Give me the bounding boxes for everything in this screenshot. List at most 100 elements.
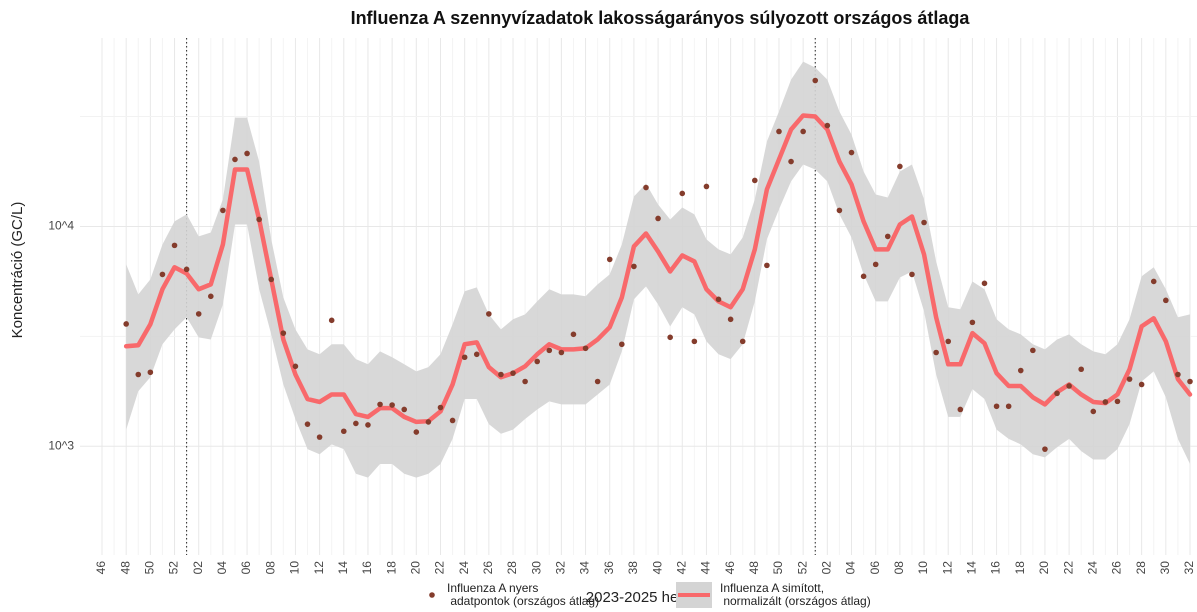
data-point (244, 150, 250, 157)
data-point (280, 330, 287, 336)
x-tick-label: 40 (650, 561, 664, 575)
data-point (425, 419, 432, 425)
data-point (437, 404, 444, 411)
x-tick-label: 06 (868, 561, 882, 575)
legend-label: Influenza A simított, normalizált (orszá… (720, 581, 871, 608)
data-point (256, 216, 262, 223)
data-point (377, 401, 383, 408)
y-tick-label: 10^4 (48, 219, 74, 233)
data-point (1163, 297, 1169, 304)
x-tick-label: 32 (554, 561, 568, 575)
x-tick-label: 52 (167, 561, 181, 575)
data-point (836, 207, 843, 214)
data-point (824, 122, 831, 129)
data-point (1114, 398, 1121, 405)
data-point (921, 219, 927, 226)
x-tick-label: 24 (457, 561, 471, 575)
legend-smooth: Influenza A simított, normalizált (orszá… (676, 582, 871, 608)
x-tick-label: 42 (674, 561, 688, 575)
legend-label: Influenza A nyers adatpontok (országos á… (447, 581, 600, 608)
data-point (486, 311, 492, 317)
x-tick-label: 30 (529, 561, 543, 575)
data-point (619, 341, 625, 348)
x-tick-label: 12 (940, 561, 954, 575)
data-point (1090, 408, 1097, 415)
data-point (268, 276, 275, 283)
x-tick-label: 24 (1085, 561, 1099, 575)
x-tick-label: 32 (1182, 561, 1196, 575)
x-tick-label: 36 (602, 561, 616, 575)
data-point (655, 215, 661, 222)
data-point (1175, 371, 1181, 378)
axes: 10^3 10^4 46 48 50 52 02 04 06 08 10 12 14 16 18 20 22 24… (48, 219, 1196, 575)
data-point (800, 128, 806, 135)
chart-title: Influenza A szennyvízadatok lakosságarán… (351, 8, 971, 28)
x-tick-label: 16 (989, 561, 1003, 575)
data-point (1005, 403, 1012, 410)
x-tick-label: 52 (795, 561, 809, 575)
data-point (195, 311, 202, 317)
data-point (957, 406, 964, 413)
data-point (860, 273, 867, 280)
data-point (1030, 347, 1036, 354)
data-point (594, 378, 601, 385)
data-point (220, 207, 226, 214)
legend-points: Influenza A nyers adatpontok (országos á… (425, 582, 599, 608)
x-tick-label: 14 (965, 561, 979, 575)
x-tick-label: 48 (118, 561, 132, 575)
x-tick-label: 04 (844, 561, 858, 575)
data-point (171, 242, 178, 249)
data-point (981, 280, 988, 287)
x-tick-label: 02 (191, 561, 205, 575)
x-axis-label: 2023-2025 hetei (586, 589, 694, 606)
data-point (123, 321, 129, 327)
data-point (328, 317, 335, 324)
x-tick-label: 28 (1134, 561, 1148, 575)
x-tick-label: 06 (239, 561, 253, 575)
data-point (776, 128, 782, 135)
data-point (389, 402, 395, 408)
data-point (715, 296, 722, 303)
legend-key (676, 582, 712, 608)
data-point (788, 158, 794, 165)
data-point (643, 184, 649, 191)
data-point (135, 371, 142, 378)
x-tick-label: 22 (1061, 561, 1075, 575)
x-tick-label: 46 (94, 561, 108, 575)
data-point (232, 156, 238, 163)
data-point (510, 370, 516, 376)
data-point (522, 378, 528, 385)
data-point (292, 363, 299, 370)
data-point (413, 429, 420, 435)
x-tick-label: 22 (433, 561, 447, 575)
data-point (679, 190, 686, 197)
x-tick-label: 10 (288, 561, 302, 575)
data-point (631, 263, 637, 270)
x-tick-label: 38 (626, 561, 640, 575)
x-tick-label: 50 (143, 561, 157, 575)
x-tick-label: 26 (1110, 561, 1124, 575)
data-point (727, 316, 734, 323)
smoothed-line (123, 113, 1193, 425)
data-point (848, 149, 855, 156)
confidence-band (126, 61, 1191, 478)
data-point (147, 369, 154, 376)
data-point (1078, 366, 1084, 373)
data-point (401, 406, 408, 413)
data-point (909, 271, 915, 278)
data-point (933, 349, 939, 356)
x-tick-label: 20 (408, 561, 422, 575)
x-tick-label: 46 (723, 561, 737, 575)
x-tick-label: 14 (336, 561, 350, 575)
x-tick-label: 18 (1013, 561, 1027, 575)
marks (123, 38, 1193, 555)
x-tick-label: 50 (771, 561, 785, 575)
data-point (703, 183, 710, 190)
x-tick-label: 18 (384, 561, 398, 575)
data-point (884, 233, 891, 240)
x-tick-label: 20 (1037, 561, 1051, 575)
data-point (969, 319, 976, 326)
y-axis-label: Koncentráció (GC/L) (9, 202, 26, 339)
